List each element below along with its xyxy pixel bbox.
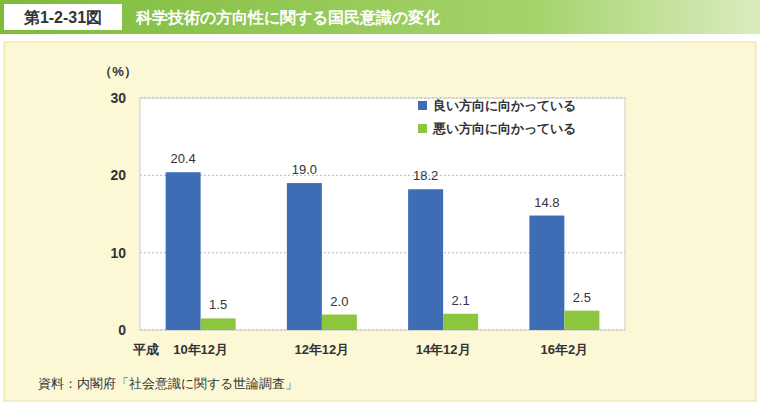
data-label: 18.2 (413, 168, 438, 183)
bar (564, 311, 599, 330)
y-tick-label: 0 (118, 322, 126, 338)
figure-label: 第1-2-31図 (23, 9, 102, 26)
figure-label-box (4, 4, 122, 30)
legend-swatch (418, 124, 427, 133)
data-label: 2.5 (573, 290, 591, 305)
y-tick-label: 30 (110, 90, 126, 106)
bars (166, 172, 600, 330)
panel (4, 42, 756, 401)
x-axis-label: 平成 (132, 342, 159, 357)
x-tick-label: 12年12月 (294, 342, 349, 357)
data-label: 14.8 (534, 195, 559, 210)
data-label: 20.4 (170, 151, 195, 166)
bar (201, 318, 236, 330)
bar (322, 315, 357, 330)
x-tick-label: 14年12月 (416, 342, 471, 357)
y-axis-label: （%） (99, 64, 137, 79)
header-bar (0, 0, 760, 34)
grid-line (140, 175, 625, 176)
bar (529, 216, 564, 330)
bar (287, 183, 322, 330)
bar (408, 189, 443, 330)
bar (166, 172, 201, 330)
x-tick-label: 16年2月 (541, 342, 589, 357)
legend-label: 悪い方向に向かっている (432, 121, 576, 136)
data-label: 2.1 (452, 293, 470, 308)
data-label: 1.5 (209, 297, 227, 312)
y-tick-label: 10 (110, 245, 126, 261)
legend-label: 良い方向に向かっている (433, 98, 576, 113)
data-label: 19.0 (292, 162, 317, 177)
legend-swatch (418, 101, 427, 110)
data-label: 2.0 (330, 294, 348, 309)
chart: 第1-2-31図 科学技術の方向性に関する国民意識の変化 0 10 20 30 （%） 10年… (0, 0, 760, 405)
source-note: 資料：内閣府「社会意識に関する世論調査」 (38, 376, 298, 391)
bar (443, 314, 478, 330)
y-tick-label: 20 (110, 167, 126, 183)
plot-frame (140, 98, 625, 330)
x-tick-label: 10年12月 (173, 342, 228, 357)
plot-area (140, 98, 625, 330)
title: 科学技術の方向性に関する国民意識の変化 (135, 8, 441, 27)
